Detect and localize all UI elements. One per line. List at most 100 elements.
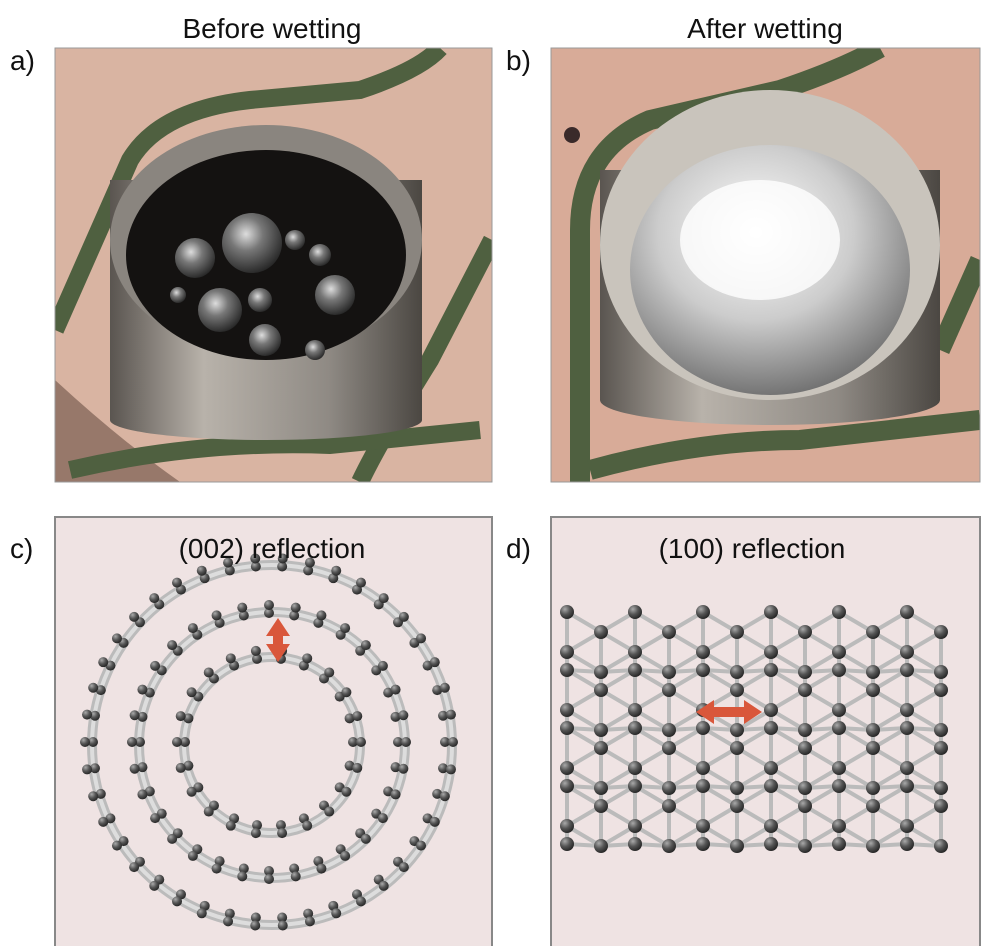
atom — [264, 600, 274, 610]
atom — [204, 667, 214, 677]
atom — [594, 625, 608, 639]
atom — [798, 799, 812, 813]
atom — [900, 605, 914, 619]
atom — [900, 721, 914, 735]
atom — [341, 787, 351, 797]
atom — [662, 665, 676, 679]
atom — [197, 566, 207, 576]
atom — [150, 661, 160, 671]
atom — [798, 839, 812, 853]
panel-label: c) — [10, 533, 33, 564]
atom — [150, 813, 160, 823]
atom — [594, 741, 608, 755]
atom — [361, 640, 371, 650]
atom — [416, 841, 426, 851]
atom — [129, 612, 139, 622]
atom — [212, 864, 222, 874]
atom — [560, 837, 574, 851]
atom — [696, 663, 710, 677]
atom — [798, 741, 812, 755]
atom — [832, 819, 846, 833]
atom — [251, 828, 261, 838]
atom — [662, 625, 676, 639]
atom — [446, 710, 456, 720]
atom — [379, 593, 389, 603]
atom — [866, 781, 880, 795]
atom — [237, 871, 247, 881]
atom — [866, 839, 880, 853]
atom — [88, 683, 98, 693]
panel-title: Before wetting — [183, 13, 362, 44]
photo-after — [551, 48, 980, 482]
atom — [798, 781, 812, 795]
atom — [188, 851, 198, 861]
atom — [172, 578, 182, 588]
atom — [594, 839, 608, 853]
atom — [391, 685, 401, 695]
panel-title: After wetting — [687, 13, 843, 44]
atom — [430, 817, 440, 827]
atom — [356, 578, 366, 588]
atom — [764, 703, 778, 717]
atom — [250, 920, 260, 930]
atom — [832, 605, 846, 619]
atom — [798, 625, 812, 639]
atom — [251, 646, 261, 656]
atom — [401, 737, 411, 747]
atom — [628, 779, 642, 793]
atom — [176, 763, 186, 773]
atom — [832, 779, 846, 793]
atom — [399, 862, 409, 872]
atom — [696, 761, 710, 775]
atom — [197, 908, 207, 918]
atom — [628, 645, 642, 659]
atom — [98, 817, 108, 827]
atom — [82, 710, 92, 720]
atom — [302, 821, 312, 831]
atom — [832, 645, 846, 659]
atom — [628, 819, 642, 833]
atom — [331, 566, 341, 576]
atom — [324, 667, 334, 677]
atom — [934, 683, 948, 697]
atom — [866, 723, 880, 737]
atom — [172, 737, 182, 747]
atom — [378, 661, 388, 671]
atom — [934, 799, 948, 813]
atom — [628, 721, 642, 735]
atom — [798, 683, 812, 697]
atom — [316, 864, 326, 874]
atom — [130, 710, 140, 720]
atom — [696, 605, 710, 619]
atom — [352, 711, 362, 721]
atom — [416, 633, 426, 643]
atom — [398, 764, 408, 774]
panel-label: d) — [506, 533, 531, 564]
atom — [730, 683, 744, 697]
atom — [696, 819, 710, 833]
atom — [662, 723, 676, 737]
atom — [730, 625, 744, 639]
atom — [696, 779, 710, 793]
atom — [900, 779, 914, 793]
atom — [730, 781, 744, 795]
atom — [399, 612, 409, 622]
atom — [302, 653, 312, 663]
atom — [866, 683, 880, 697]
atom — [628, 703, 642, 717]
atom — [356, 737, 366, 747]
atom — [80, 737, 90, 747]
photo-before — [55, 48, 492, 482]
atom — [696, 645, 710, 659]
atom — [798, 665, 812, 679]
atom — [764, 837, 778, 851]
atom — [340, 623, 350, 633]
atom — [560, 761, 574, 775]
atom — [628, 663, 642, 677]
atom — [176, 711, 186, 721]
atom — [352, 763, 362, 773]
atom — [594, 799, 608, 813]
atom — [866, 799, 880, 813]
atom — [662, 741, 676, 755]
atom — [832, 761, 846, 775]
